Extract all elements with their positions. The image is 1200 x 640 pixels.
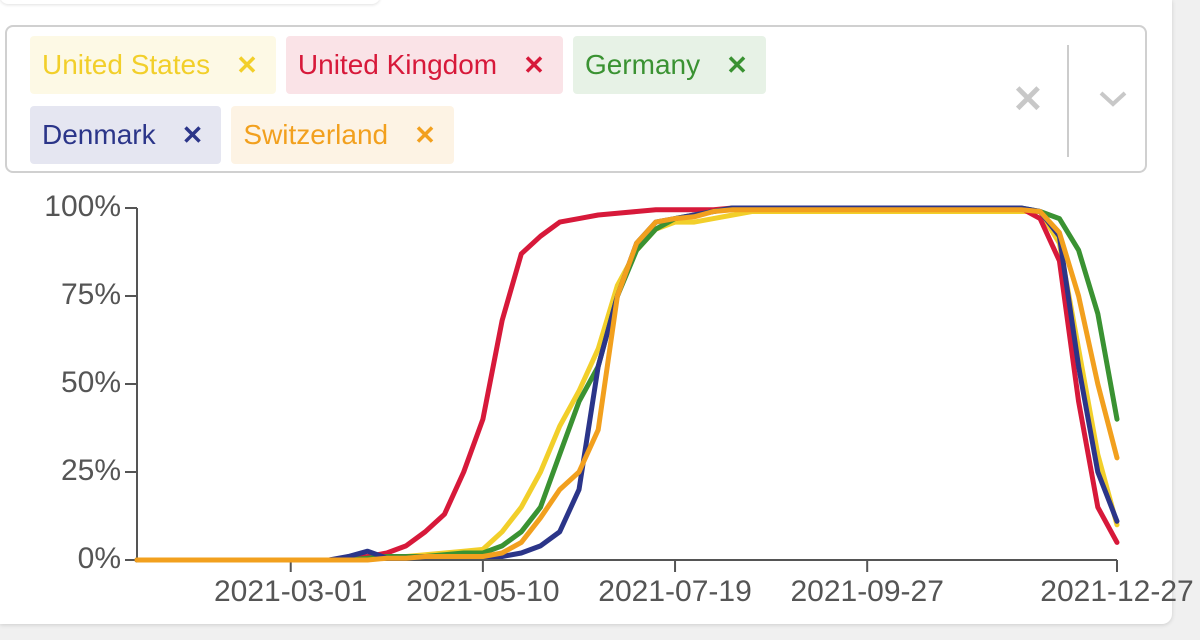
chip-label: Germany [584,49,701,80]
chip-label: Denmark [42,119,156,150]
chip-label: Switzerland [243,119,389,150]
x-tick-label: 2021-03-01 [214,575,367,608]
country-chip: Switzerland ✕ [231,106,454,164]
remove-button[interactable]: ✕ [414,119,436,150]
series-line [134,207,1120,563]
country-chip: Germany ✕ [572,36,766,94]
divider [1067,45,1069,157]
series-line [134,205,1120,563]
country-chip: United States ✕ [30,36,276,94]
series-line [134,205,1120,563]
y-tick-label: 50% [61,366,121,399]
chip-label: United Kingdom [297,49,498,80]
y-tick-label: 75% [61,278,121,311]
y-tick-label: 25% [61,454,121,487]
clear-button[interactable]: ✕ [1012,79,1044,121]
country-chip: United Kingdom ✕ [285,36,563,94]
remove-button[interactable]: ✕ [181,119,204,150]
country-selector[interactable]: United States ✕ United Kingdom ✕ Germany ✕ Den… [5,25,1147,173]
y-tick-label: 100% [44,190,121,223]
x-tick-label: 2021-07-19 [598,575,751,608]
remove-button[interactable]: ✕ [236,49,258,80]
y-tick-label: 0% [78,542,121,575]
remove-button[interactable]: ✕ [523,49,545,80]
x-tick-label: 2021-12-27 [1040,575,1193,608]
top-card [0,0,380,4]
chip-list: United States ✕ United Kingdom ✕ Germany ✕ Den… [30,36,930,164]
x-tick-label: 2021-09-27 [790,575,943,608]
x-tick-label: 2021-05-10 [406,575,559,608]
series-line [134,205,1120,563]
chip-label: United States [42,49,211,80]
card [0,0,1172,624]
country-chip: Denmark ✕ [30,106,222,164]
remove-button[interactable]: ✕ [726,49,748,80]
dropdown-button[interactable] [1095,87,1131,111]
